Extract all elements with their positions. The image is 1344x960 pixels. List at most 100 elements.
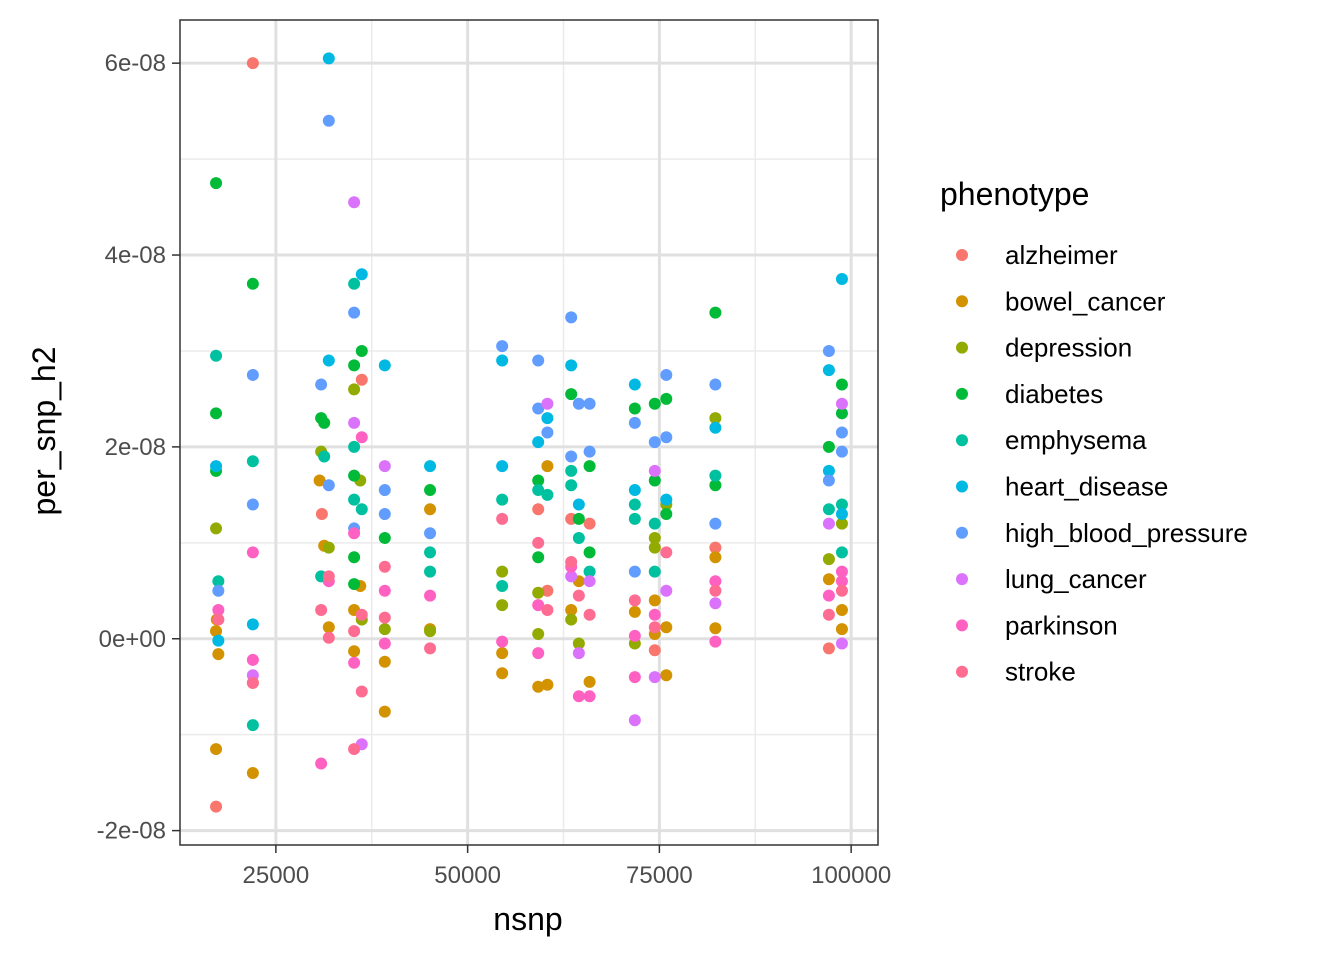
point-bowel_cancer bbox=[835, 603, 848, 616]
legend-key-diabetes bbox=[956, 387, 968, 400]
point-stroke bbox=[424, 642, 437, 655]
point-diabetes bbox=[532, 474, 545, 487]
point-diabetes bbox=[246, 277, 259, 290]
point-heart_disease bbox=[378, 359, 391, 372]
point-diabetes bbox=[424, 484, 437, 497]
point-parkinson bbox=[628, 629, 641, 642]
point-emphysema bbox=[348, 493, 361, 506]
point-emphysema bbox=[628, 498, 641, 511]
legend-key-alzheimer bbox=[956, 249, 968, 261]
panel-border bbox=[179, 19, 879, 846]
point-parkinson bbox=[822, 589, 835, 602]
point-parkinson bbox=[496, 635, 509, 648]
point-diabetes bbox=[660, 392, 673, 405]
point-heart_disease bbox=[628, 378, 641, 391]
point-emphysema bbox=[532, 484, 545, 497]
point-diabetes bbox=[835, 407, 848, 420]
point-high_blood_pressure bbox=[565, 450, 578, 463]
point-diabetes bbox=[355, 344, 368, 357]
legend-key-heart_disease bbox=[956, 480, 968, 493]
y-tick-label: 4e-08 bbox=[105, 242, 166, 269]
point-bowel_cancer bbox=[532, 680, 545, 693]
point-bowel_cancer bbox=[835, 623, 848, 636]
point-lung_cancer bbox=[835, 397, 848, 410]
point-heart_disease bbox=[355, 268, 368, 281]
point-high_blood_pressure bbox=[322, 479, 335, 492]
point-lung_cancer bbox=[660, 584, 673, 597]
point-emphysema bbox=[318, 450, 331, 463]
point-heart_disease bbox=[628, 484, 641, 497]
point-depression bbox=[532, 586, 545, 599]
x-tick-label: 25000 bbox=[243, 862, 310, 889]
point-parkinson bbox=[378, 584, 391, 597]
point-high_blood_pressure bbox=[541, 426, 554, 439]
point-bowel_cancer bbox=[541, 678, 554, 691]
point-high_blood_pressure bbox=[424, 527, 437, 540]
point-bowel_cancer bbox=[709, 551, 722, 564]
point-stroke bbox=[378, 611, 391, 624]
point-emphysema bbox=[246, 719, 259, 732]
point-diabetes bbox=[822, 440, 835, 453]
point-bowel_cancer bbox=[583, 675, 596, 688]
point-high_blood_pressure bbox=[348, 306, 361, 319]
point-depression bbox=[565, 613, 578, 626]
point-parkinson bbox=[572, 690, 585, 703]
point-emphysema bbox=[572, 532, 585, 545]
legend: phenotype alzheimer bowel_cancer depressio… bbox=[940, 176, 1248, 687]
point-depression bbox=[210, 522, 223, 535]
point-heart_disease bbox=[532, 436, 545, 449]
point-bowel_cancer bbox=[322, 621, 335, 634]
point-alzheimer bbox=[648, 644, 661, 657]
point-parkinson bbox=[212, 603, 225, 616]
point-high_blood_pressure bbox=[660, 431, 673, 444]
x-tick-label: 50000 bbox=[434, 862, 501, 889]
point-bowel_cancer bbox=[628, 605, 641, 618]
point-parkinson bbox=[246, 653, 259, 666]
legend-title: phenotype bbox=[940, 176, 1089, 212]
point-diabetes bbox=[532, 551, 545, 564]
point-emphysema bbox=[246, 455, 259, 468]
point-depression bbox=[322, 541, 335, 554]
point-emphysema bbox=[648, 565, 661, 578]
point-stroke bbox=[532, 536, 545, 549]
point-emphysema bbox=[541, 488, 554, 501]
point-alzheimer bbox=[532, 503, 545, 516]
legend-label-heart_disease: heart_disease bbox=[1005, 472, 1168, 502]
legend-key-stroke bbox=[956, 665, 968, 678]
y-axis-title: per_snp_h2 bbox=[26, 346, 62, 515]
point-heart_disease bbox=[246, 618, 259, 631]
point-bowel_cancer bbox=[822, 573, 835, 586]
point-bowel_cancer bbox=[565, 603, 578, 616]
point-bowel_cancer bbox=[378, 705, 391, 718]
legend-label-high_blood_pressure: high_blood_pressure bbox=[1005, 518, 1248, 548]
point-diabetes bbox=[660, 508, 673, 521]
point-parkinson bbox=[355, 431, 368, 444]
point-emphysema bbox=[628, 512, 641, 525]
point-emphysema bbox=[348, 440, 361, 453]
legend-label-bowel_cancer: bowel_cancer bbox=[1005, 286, 1166, 316]
y-tick-label: -2e-08 bbox=[97, 818, 166, 845]
point-depression bbox=[835, 517, 848, 530]
point-high_blood_pressure bbox=[378, 484, 391, 497]
point-emphysema bbox=[565, 464, 578, 477]
point-lung_cancer bbox=[628, 714, 641, 727]
point-depression bbox=[648, 541, 661, 554]
point-parkinson bbox=[709, 575, 722, 588]
point-stroke bbox=[628, 594, 641, 607]
point-parkinson bbox=[709, 635, 722, 648]
point-depression bbox=[496, 599, 509, 612]
point-high_blood_pressure bbox=[565, 311, 578, 324]
point-bowel_cancer bbox=[210, 625, 223, 638]
point-diabetes bbox=[709, 479, 722, 492]
point-lung_cancer bbox=[709, 597, 722, 610]
point-high_blood_pressure bbox=[709, 517, 722, 530]
point-stroke bbox=[348, 743, 361, 756]
point-heart_disease bbox=[572, 498, 585, 511]
point-heart_disease bbox=[822, 464, 835, 477]
point-stroke bbox=[572, 589, 585, 602]
point-diabetes bbox=[709, 306, 722, 319]
point-bowel_cancer bbox=[246, 767, 259, 780]
point-stroke bbox=[660, 546, 673, 559]
point-alzheimer bbox=[210, 800, 223, 813]
point-diabetes bbox=[210, 407, 223, 420]
